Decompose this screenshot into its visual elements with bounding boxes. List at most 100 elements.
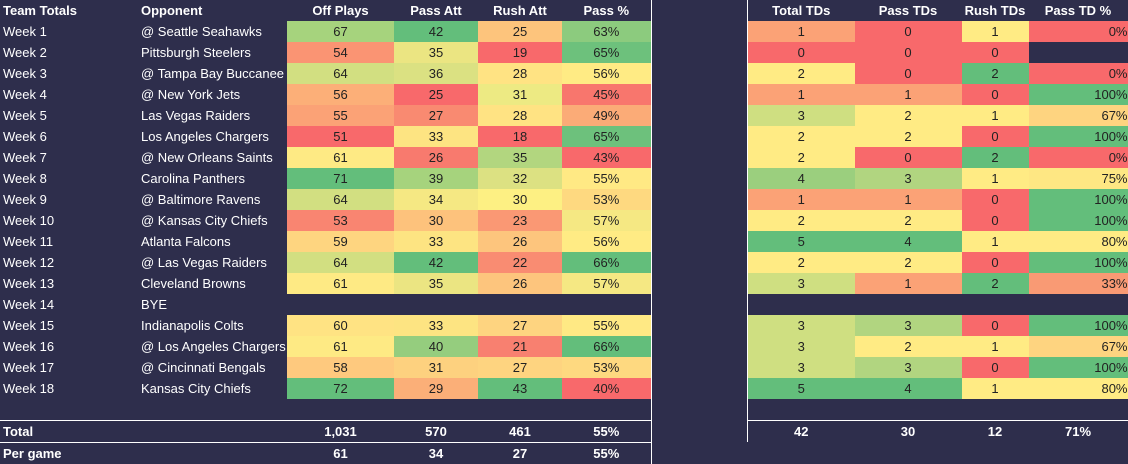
opponent-cell: Cleveland Browns bbox=[138, 273, 287, 294]
off-plays-cell: 54 bbox=[287, 42, 394, 63]
pass-td-pct-cell: 0% bbox=[1029, 63, 1128, 84]
pass-td-pct-cell: 67% bbox=[1029, 105, 1128, 126]
opponent-cell: @ Kansas City Chiefs bbox=[138, 210, 287, 231]
pass-pct-cell: 49% bbox=[562, 105, 651, 126]
rush-tds-cell: 1 bbox=[962, 378, 1029, 399]
pass-pct-cell: 40% bbox=[562, 378, 651, 399]
header-off-plays: Off Plays bbox=[287, 0, 394, 21]
pass-att-cell: 42 bbox=[394, 21, 478, 42]
pass-td-pct-cell: 0% bbox=[1029, 21, 1128, 42]
off-plays-cell: 67 bbox=[287, 21, 394, 42]
rush-att-cell: 27 bbox=[478, 315, 562, 336]
week-label: Week 17 bbox=[0, 357, 138, 378]
header-pass-td-pct: Pass TD % bbox=[1029, 0, 1128, 21]
rush-att-cell: 31 bbox=[478, 84, 562, 105]
pass-td-pct-cell: 100% bbox=[1029, 357, 1128, 378]
week-label: Week 8 bbox=[0, 168, 138, 189]
total-pass-td-pct: 71% bbox=[1029, 421, 1128, 443]
opponent-cell: Kansas City Chiefs bbox=[138, 378, 287, 399]
pass-tds-cell: 4 bbox=[855, 378, 962, 399]
per-game-rush-att: 27 bbox=[478, 443, 562, 464]
team-totals-table: Team Totals Opponent Off Plays Pass Att … bbox=[0, 0, 652, 464]
pass-pct-cell: 57% bbox=[562, 210, 651, 231]
empty-cell bbox=[1029, 294, 1128, 315]
empty-cell bbox=[138, 421, 287, 443]
empty-cell bbox=[748, 294, 855, 315]
empty-cell bbox=[1029, 399, 1128, 421]
total-tds-cell: 3 bbox=[748, 273, 855, 294]
off-plays-cell: 56 bbox=[287, 84, 394, 105]
pass-tds-cell: 2 bbox=[855, 252, 962, 273]
opponent-cell: @ Las Vegas Raiders bbox=[138, 252, 287, 273]
pass-td-pct-cell: 100% bbox=[1029, 210, 1128, 231]
off-plays-cell: 58 bbox=[287, 357, 394, 378]
pass-pct-cell: 65% bbox=[562, 126, 651, 147]
week-label: Week 5 bbox=[0, 105, 138, 126]
per-game-pass-att: 34 bbox=[394, 443, 478, 464]
empty-cell bbox=[138, 443, 287, 464]
pass-pct-cell: 55% bbox=[562, 315, 651, 336]
opponent-cell: @ New York Jets bbox=[138, 84, 287, 105]
opponent-cell: Los Angeles Chargers bbox=[138, 126, 287, 147]
week-label: Week 7 bbox=[0, 147, 138, 168]
rush-att-cell: 43 bbox=[478, 378, 562, 399]
rush-att-cell: 32 bbox=[478, 168, 562, 189]
header-pass-pct: Pass % bbox=[562, 0, 651, 21]
pass-tds-cell: 0 bbox=[855, 21, 962, 42]
empty-cell bbox=[855, 399, 962, 421]
rush-att-cell: 26 bbox=[478, 231, 562, 252]
per-game-off-plays: 61 bbox=[287, 443, 394, 464]
pass-att-cell: 33 bbox=[394, 231, 478, 252]
pass-tds-cell: 0 bbox=[855, 63, 962, 84]
pass-td-pct-cell: 100% bbox=[1029, 84, 1128, 105]
pass-pct-cell: 65% bbox=[562, 42, 651, 63]
pass-att-cell: 33 bbox=[394, 126, 478, 147]
total-tds-cell: 1 bbox=[748, 84, 855, 105]
opponent-cell: @ Baltimore Ravens bbox=[138, 189, 287, 210]
pass-td-pct-cell: 80% bbox=[1029, 378, 1128, 399]
empty-cell bbox=[394, 294, 478, 315]
opponent-cell: @ Cincinnati Bengals bbox=[138, 357, 287, 378]
rush-att-cell: 26 bbox=[478, 273, 562, 294]
opponent-cell: BYE bbox=[138, 294, 287, 315]
pass-att-cell: 34 bbox=[394, 189, 478, 210]
week-label: Week 4 bbox=[0, 84, 138, 105]
week-label: Week 1 bbox=[0, 21, 138, 42]
rush-tds-cell: 0 bbox=[962, 210, 1029, 231]
per-game-pass-pct: 55% bbox=[562, 443, 651, 464]
rush-tds-cell: 0 bbox=[962, 252, 1029, 273]
total-tds-cell: 2 bbox=[748, 147, 855, 168]
off-plays-cell: 61 bbox=[287, 273, 394, 294]
right-header-row: Total TDs Pass TDs Rush TDs Pass TD % bbox=[748, 0, 1128, 21]
pass-tds-cell: 1 bbox=[855, 189, 962, 210]
off-plays-cell: 60 bbox=[287, 315, 394, 336]
pass-pct-cell: 63% bbox=[562, 21, 651, 42]
week-td-row bbox=[748, 294, 1128, 315]
total-tds-cell: 3 bbox=[748, 357, 855, 378]
total-label: Total bbox=[0, 421, 138, 443]
rush-att-cell: 28 bbox=[478, 105, 562, 126]
pass-pct-cell: 66% bbox=[562, 252, 651, 273]
opponent-cell: Pittsburgh Steelers bbox=[138, 42, 287, 63]
off-plays-cell: 53 bbox=[287, 210, 394, 231]
pass-pct-cell: 56% bbox=[562, 231, 651, 252]
week-label: Week 3 bbox=[0, 63, 138, 84]
pass-pct-cell: 53% bbox=[562, 189, 651, 210]
pass-td-pct-cell: 100% bbox=[1029, 189, 1128, 210]
opponent-cell: Atlanta Falcons bbox=[138, 231, 287, 252]
rush-tds-cell: 0 bbox=[962, 126, 1029, 147]
pass-att-cell: 26 bbox=[394, 147, 478, 168]
rush-att-cell: 21 bbox=[478, 336, 562, 357]
spacer-row bbox=[0, 399, 651, 421]
total-tds-cell: 1 bbox=[748, 189, 855, 210]
total-rush-att: 461 bbox=[478, 421, 562, 443]
rush-tds-cell: 0 bbox=[962, 84, 1029, 105]
